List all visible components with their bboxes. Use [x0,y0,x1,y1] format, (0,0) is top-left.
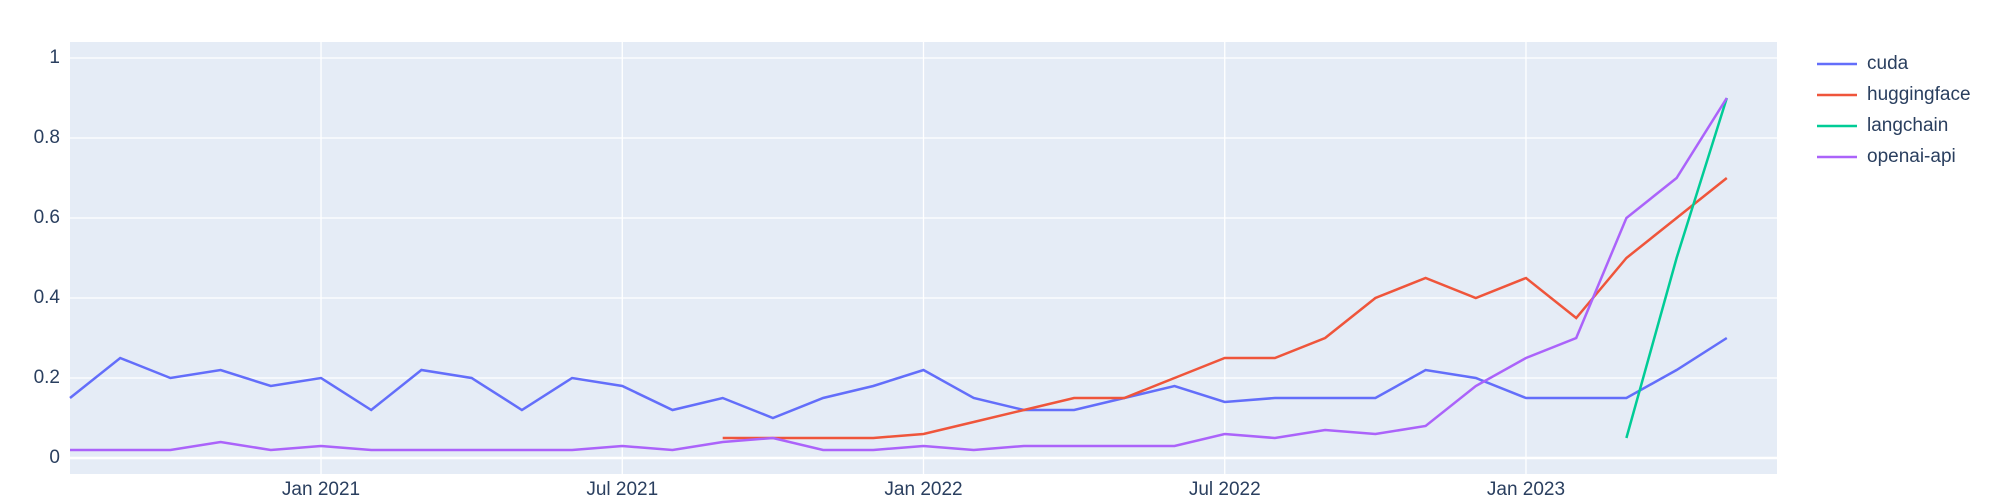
legend-label: openai-api [1867,146,1956,167]
x-tick-label: Jan 2023 [1487,479,1565,500]
line-series [69,336,1728,420]
y-tick-label: 1 [49,47,60,68]
y-tick-label: 0 [49,447,60,468]
y-tick-label: 0.2 [34,367,60,388]
legend-label: huggingface [1867,84,1971,105]
legend-label: langchain [1867,115,1948,136]
line-series [1625,97,1728,439]
x-tick-label: Jul 2022 [1189,479,1261,500]
line-series [70,97,1728,452]
x-tick-label: Jan 2022 [884,479,962,500]
x-tick-label: Jul 2021 [586,479,658,500]
y-tick-label: 0.8 [34,127,60,148]
legend-label: cuda [1867,53,1909,74]
x-tick-label: Jan 2021 [282,479,360,500]
y-tick-label: 0.6 [34,207,60,228]
y-tick-label: 0.4 [34,287,61,308]
line-series [722,177,1728,440]
